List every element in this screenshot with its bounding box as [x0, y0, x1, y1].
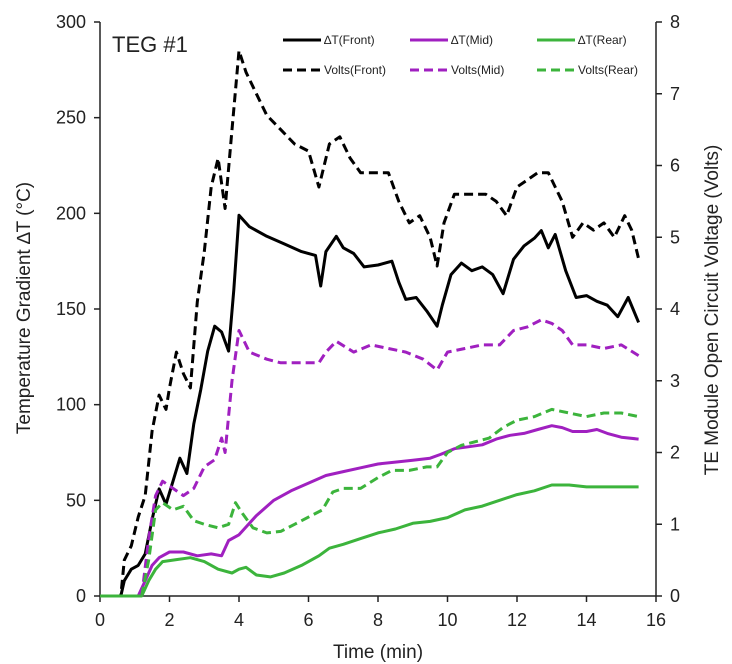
legend: ∆T(Front) ∆T(Mid) ∆T(Rear) Volts(Front) Volt… — [283, 33, 638, 77]
x-tick-label: 0 — [95, 610, 105, 630]
legend-label: Volts(Front) — [324, 63, 386, 77]
y-left-tick-label: 250 — [56, 108, 86, 128]
legend-label: ∆T(Mid) — [451, 33, 493, 47]
series-line-delta-t-rear — [100, 483, 639, 598]
y-right-tick-label: 6 — [670, 156, 680, 176]
y-left-tick-label: 100 — [56, 395, 86, 415]
y-right-tick-label: 7 — [670, 84, 680, 104]
series-line-delta-t-mid — [100, 424, 639, 598]
y-right-tick-label: 3 — [670, 371, 680, 391]
y-right-tick-label: 0 — [670, 586, 680, 606]
y-left-tick-label: 0 — [76, 586, 86, 606]
x-tick-label: 8 — [373, 610, 383, 630]
y-right-tick-label: 4 — [670, 299, 680, 319]
series-line-delta-t-front — [100, 213, 640, 598]
x-tick-label: 2 — [164, 610, 174, 630]
series-layer — [100, 49, 641, 598]
series-line-volts-rear — [100, 407, 639, 598]
y-right-tick-label: 2 — [670, 443, 680, 463]
x-axis-title: Time (min) — [333, 642, 423, 663]
y-left-axis-title: Temperature Gradient ∆T (°C) — [14, 182, 35, 434]
legend-label: Volts(Rear) — [578, 63, 638, 77]
y-left-tick-label: 200 — [56, 203, 86, 223]
x-tick-label: 6 — [303, 610, 313, 630]
series-line-volts-front — [100, 49, 641, 598]
x-tick-label: 12 — [507, 610, 527, 630]
y-right-tick-label: 1 — [670, 514, 680, 534]
legend-label: ∆T(Front) — [324, 33, 375, 47]
panel-label: TEG #1 — [112, 32, 188, 57]
x-tick-label: 4 — [234, 610, 244, 630]
y-right-tick-label: 8 — [670, 12, 680, 32]
y-left-tick-label: 150 — [56, 299, 86, 319]
y-right-axis-title: TE Module Open Circuit Voltage (Volts) — [702, 145, 723, 476]
x-tick-label: 16 — [646, 610, 666, 630]
legend-label: Volts(Mid) — [451, 63, 504, 77]
y-left-tick-label: 300 — [56, 12, 86, 32]
y-right-tick-label: 5 — [670, 227, 680, 247]
x-tick-label: 14 — [576, 610, 596, 630]
y-left-tick-label: 50 — [66, 490, 86, 510]
legend-label: ∆T(Rear) — [578, 33, 627, 47]
x-tick-label: 10 — [437, 610, 457, 630]
